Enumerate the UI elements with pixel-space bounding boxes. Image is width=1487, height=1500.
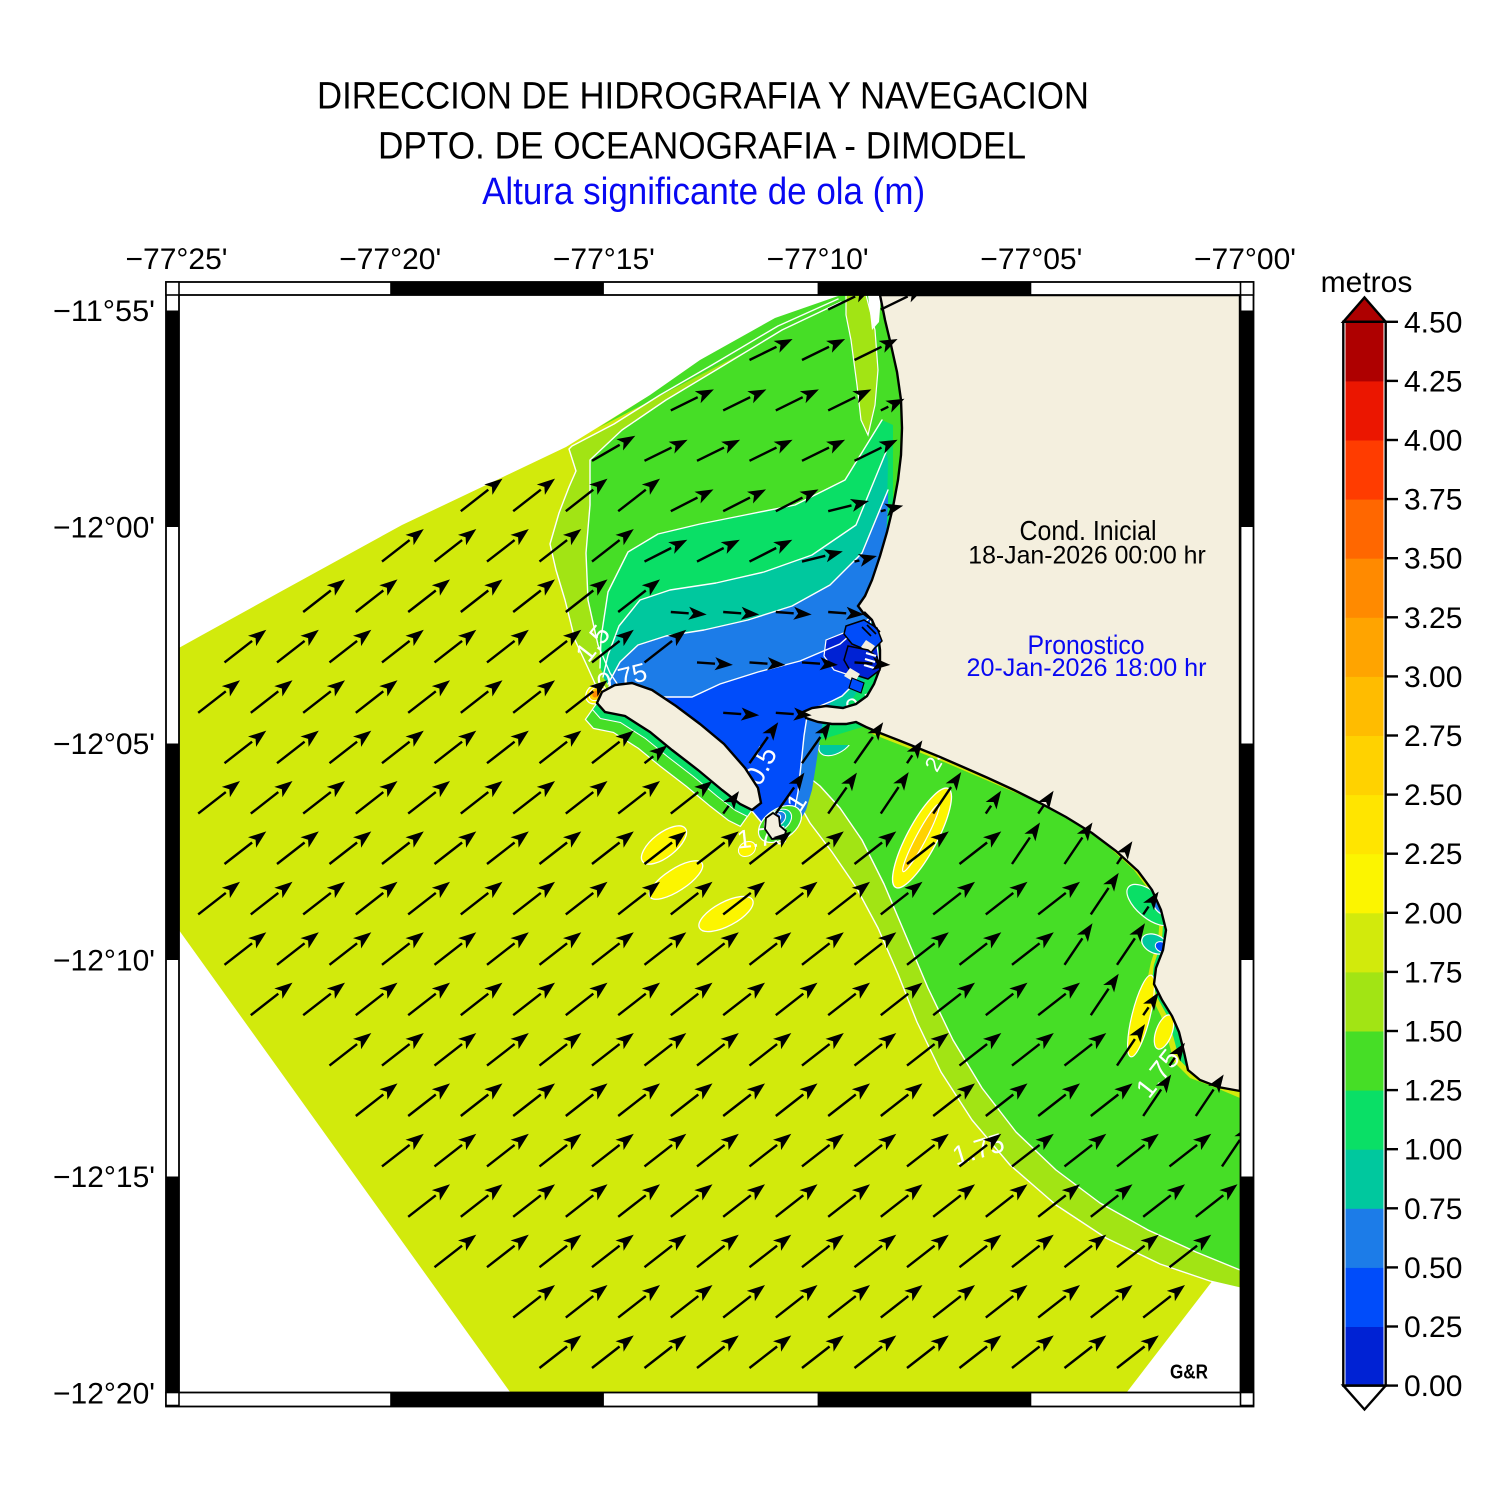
svg-text:−77°25': −77°25': [126, 243, 228, 276]
svg-text:−12°00': −12°00': [53, 512, 155, 545]
svg-text:0.50: 0.50: [1404, 1252, 1462, 1285]
svg-text:4.25: 4.25: [1404, 365, 1462, 398]
svg-text:4.00: 4.00: [1404, 425, 1462, 458]
svg-text:4.50: 4.50: [1404, 306, 1462, 339]
svg-text:−77°20': −77°20': [339, 243, 441, 276]
svg-text:3.00: 3.00: [1404, 661, 1462, 694]
svg-text:2.25: 2.25: [1404, 838, 1462, 871]
svg-text:Pronostico: Pronostico: [1028, 630, 1145, 660]
svg-text:metros: metros: [1321, 266, 1413, 299]
svg-text:−12°20': −12°20': [53, 1378, 155, 1411]
svg-text:Altura significante de ola (m): Altura significante de ola (m): [482, 171, 925, 213]
svg-text:Cond. Inicial: Cond. Inicial: [1020, 515, 1157, 546]
svg-text:DPTO. DE OCEANOGRAFIA - DIMODE: DPTO. DE OCEANOGRAFIA - DIMODEL: [378, 126, 1026, 168]
svg-text:0.00: 0.00: [1404, 1370, 1462, 1403]
svg-text:20-Jan-2026 18:00 hr: 20-Jan-2026 18:00 hr: [967, 654, 1207, 682]
svg-text:0.75: 0.75: [1404, 1193, 1462, 1226]
svg-text:G&R: G&R: [1170, 1362, 1208, 1384]
svg-text:−11°55': −11°55': [53, 295, 155, 328]
svg-text:2.75: 2.75: [1404, 720, 1462, 753]
svg-text:−77°15': −77°15': [553, 243, 655, 276]
svg-text:3.25: 3.25: [1404, 602, 1462, 635]
svg-text:−77°10': −77°10': [767, 243, 869, 276]
svg-text:18-Jan-2026 00:00 hr: 18-Jan-2026 00:00 hr: [968, 542, 1206, 570]
svg-text:1.75: 1.75: [1404, 956, 1462, 989]
svg-text:1.50: 1.50: [1404, 1016, 1462, 1049]
svg-text:−77°00': −77°00': [1194, 243, 1296, 276]
svg-text:3.75: 3.75: [1404, 484, 1462, 517]
svg-text:2.50: 2.50: [1404, 779, 1462, 812]
svg-text:−77°05': −77°05': [980, 243, 1082, 276]
svg-text:3.50: 3.50: [1404, 543, 1462, 576]
svg-text:−12°15': −12°15': [53, 1161, 155, 1194]
svg-text:1.00: 1.00: [1404, 1134, 1462, 1167]
svg-text:2.00: 2.00: [1404, 897, 1462, 930]
svg-text:0.25: 0.25: [1404, 1311, 1462, 1344]
svg-text:DIRECCION DE HIDROGRAFIA Y NAV: DIRECCION DE HIDROGRAFIA Y NAVEGACION: [317, 76, 1089, 118]
svg-text:−12°10': −12°10': [53, 945, 155, 978]
svg-text:1.25: 1.25: [1404, 1075, 1462, 1108]
svg-text:−12°05': −12°05': [53, 728, 155, 761]
